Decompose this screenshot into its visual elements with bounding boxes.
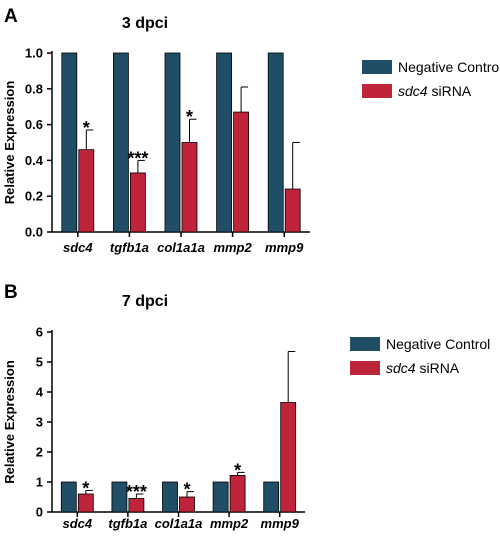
legend-label-control: Negative Control xyxy=(386,336,490,352)
y-tick-label: 0.2 xyxy=(25,189,43,204)
legend-label-control: Negative Control xyxy=(398,59,500,75)
control-bar-sdc4 xyxy=(60,481,77,513)
significance-marker-tgfb1a: *** xyxy=(126,482,147,502)
panel-letter: B xyxy=(4,282,18,303)
y-tick-label: 0.4 xyxy=(25,153,44,168)
legend-label-sirna: sdc4 siRNA xyxy=(398,83,472,99)
y-tick-label: 2 xyxy=(36,445,43,460)
y-tick-label: 6 xyxy=(36,325,43,340)
legend-label-sirna: sdc4 siRNA xyxy=(386,360,460,376)
significance-marker-mmp2: * xyxy=(234,460,241,480)
legend-swatch-sirna xyxy=(362,84,392,98)
y-tick-label: 3 xyxy=(36,415,43,430)
x-tick-label: sdc4 xyxy=(62,516,92,531)
control-bar-mmp2 xyxy=(216,52,233,233)
control-bar-sdc4 xyxy=(61,52,78,233)
control-bar-col1a1a xyxy=(162,481,178,513)
control-bar-tgfb1a xyxy=(113,52,129,233)
y-tick-label: 4 xyxy=(36,385,44,400)
y-axis-label: Relative Expression xyxy=(2,360,17,484)
legend-label-sirna-gene: sdc4 xyxy=(386,360,416,376)
x-tick-label: mmp9 xyxy=(261,516,300,531)
y-tick-label: 0.8 xyxy=(25,81,43,96)
x-tick-label: mmp9 xyxy=(265,240,304,255)
legend: Negative Control sdc4 siRNA xyxy=(350,336,490,376)
panel-letter: A xyxy=(4,6,18,27)
legend-swatch-control xyxy=(362,60,392,74)
control-bar-mmp2 xyxy=(212,481,229,513)
x-tick-label: tgfb1a xyxy=(110,240,149,255)
significance-marker-col1a1a: * xyxy=(183,480,190,500)
control-bar-tgfb1a xyxy=(111,481,128,513)
y-tick-label: 0.6 xyxy=(25,117,43,132)
control-bar-mmp9 xyxy=(267,52,284,233)
y-tick-label: 1 xyxy=(36,475,43,490)
sirna-bar-sdc4 xyxy=(78,149,95,233)
panel-b: B 7 dpci Relative Expression 0 1 2 3 4 5 6 sdc4 * tg… xyxy=(2,282,490,531)
sirna-bar-mmp9 xyxy=(280,402,297,513)
legend-swatch-sirna xyxy=(350,361,380,375)
x-tick-label: sdc4 xyxy=(63,240,93,255)
significance-marker-tgfb1a: *** xyxy=(127,148,148,168)
x-tick-label: tgfb1a xyxy=(108,516,147,531)
sirna-bar-col1a1a xyxy=(181,142,198,233)
legend-swatch-control xyxy=(350,337,380,351)
y-tick-label: 1.0 xyxy=(25,46,43,61)
y-tick-label: 0.0 xyxy=(25,225,43,240)
legend-label-sirna-suffix: siRNA xyxy=(416,360,460,376)
y-tick-label: 0 xyxy=(36,505,43,520)
panel-a: A 3 dpci Relative Expression 0.0 0.2 0.4 0.6 0.… xyxy=(2,6,500,255)
sirna-bar-mmp9 xyxy=(284,188,301,233)
x-tick-label: col1a1a xyxy=(155,516,203,531)
legend-label-sirna-suffix: siRNA xyxy=(428,83,472,99)
x-tick-label: mmp2 xyxy=(210,516,249,531)
chart-title: 7 dpci xyxy=(122,293,168,310)
control-bar-mmp9 xyxy=(263,481,280,513)
sirna-bar-tgfb1a xyxy=(129,172,146,233)
x-tick-label: mmp2 xyxy=(213,240,252,255)
legend-label-sirna-gene: sdc4 xyxy=(398,83,428,99)
significance-marker-col1a1a: * xyxy=(186,107,193,127)
x-tick-label: col1a1a xyxy=(157,240,205,255)
chart-title: 3 dpci xyxy=(122,15,168,32)
sirna-bar-mmp2 xyxy=(233,111,250,233)
legend: Negative Control sdc4 siRNA xyxy=(362,59,500,99)
y-axis-label: Relative Expression xyxy=(2,81,17,205)
control-bar-col1a1a xyxy=(164,52,181,233)
significance-marker-sdc4: * xyxy=(82,478,89,498)
y-tick-label: 5 xyxy=(36,355,43,370)
significance-marker-sdc4: * xyxy=(83,118,90,138)
sirna-bar-mmp2 xyxy=(229,474,246,513)
